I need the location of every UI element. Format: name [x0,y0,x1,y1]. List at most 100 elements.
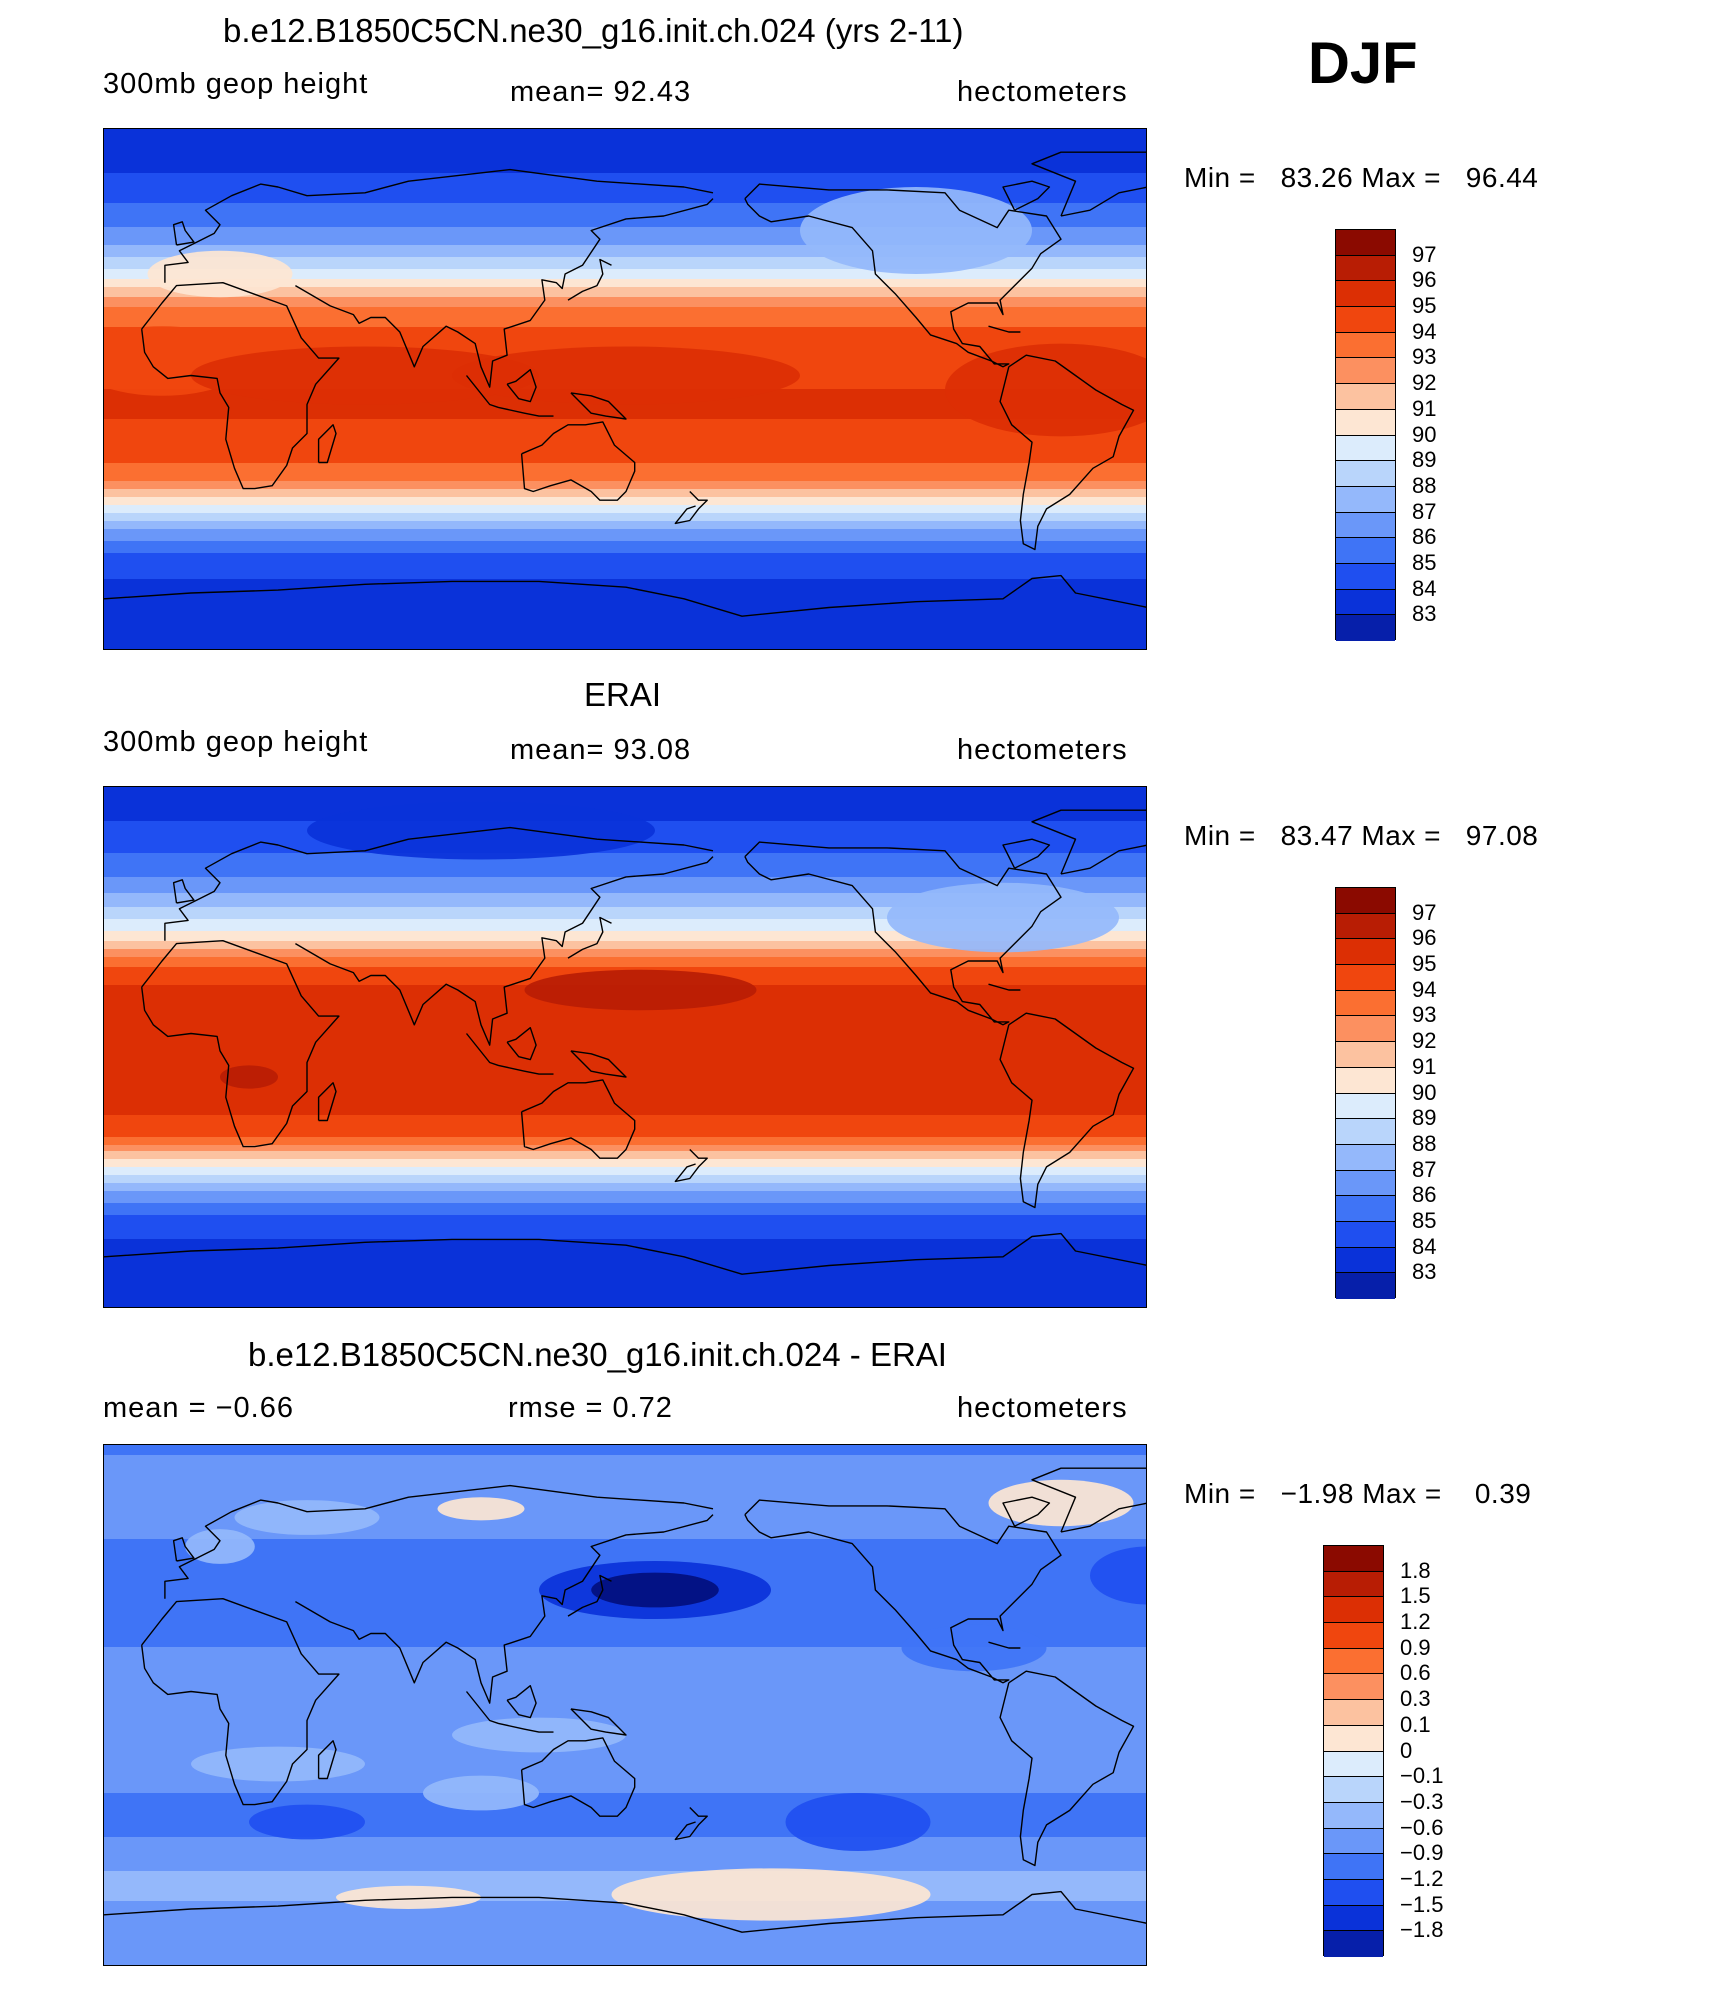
colorbar-swatches [1323,1545,1384,1957]
colorbar-swatch [1336,512,1395,539]
colorbar-swatch [1324,1623,1383,1649]
colorbar-tick-label: −1.8 [1400,1917,1444,1943]
colorbar-swatch [1336,1144,1395,1171]
colorbar-swatch [1336,281,1395,308]
colorbar-tick-label: 0 [1400,1737,1413,1763]
colorbar-swatch [1336,1221,1395,1248]
colorbar-swatch [1324,1648,1383,1675]
colorbar-tick-label: 93 [1412,344,1437,370]
colorbar-swatch [1336,307,1395,333]
colorbar-swatch [1336,1119,1395,1145]
colorbar-tick-label: 91 [1412,1053,1437,1079]
panel-3-map [103,1444,1147,1966]
colorbar-swatch [1324,1571,1383,1598]
colorbar-tick-label: 88 [1412,1130,1437,1156]
colorbar-tick-label: 92 [1412,1028,1437,1054]
colorbar-swatch [1336,1273,1395,1299]
colorbar-tick-label: 0.9 [1400,1634,1431,1660]
colorbar-swatch [1336,538,1395,564]
colorbar-swatch [1324,1546,1383,1572]
panel-2-map [103,786,1147,1308]
colorbar-tick-label: 86 [1412,1182,1437,1208]
colorbar-tick-label: 88 [1412,472,1437,498]
panel-1-units-label: hectometers [957,76,1128,108]
colorbar-tick-label: −0.1 [1400,1763,1444,1789]
panel-1-mean-label: mean= 92.43 [510,76,692,108]
panel-3-title: b.e12.B1850C5CN.ne30_g16.init.ch.024 - E… [248,1336,947,1373]
panel-3-contour-map [104,1445,1146,1965]
colorbar-tick-label: 96 [1412,925,1437,951]
colorbar-tick-label: 87 [1412,1156,1437,1182]
colorbar-tick-label: 91 [1412,395,1437,421]
colorbar-tick-label: 95 [1412,293,1437,319]
colorbar-tick-label: 83 [1412,601,1437,627]
colorbar-swatch [1324,1597,1383,1624]
colorbar-swatch [1324,1854,1383,1880]
colorbar-swatch [1324,1879,1383,1906]
colorbar-swatch [1336,1067,1395,1094]
colorbar-swatch [1324,1725,1383,1752]
colorbar-swatch [1324,1828,1383,1855]
colorbar-tick-label: −1.2 [1400,1865,1444,1891]
panel-2-minmax: Min = 83.47 Max = 97.08 [1184,820,1539,851]
colorbar-swatches [1335,887,1396,1299]
colorbar-tick-label: 1.5 [1400,1583,1431,1609]
colorbar-swatch [1336,913,1395,940]
colorbar-swatch [1336,1042,1395,1068]
colorbar-swatch [1336,255,1395,282]
panel-2-contour-map [104,787,1146,1307]
colorbar-swatch [1336,1247,1395,1274]
colorbar-tick-label: 83 [1412,1259,1437,1285]
colorbar-swatch [1336,965,1395,991]
panel-1-title: b.e12.B1850C5CN.ne30_g16.init.ch.024 (yr… [223,12,964,49]
colorbar-swatch [1324,1777,1383,1803]
colorbar-tick-label: 95 [1412,951,1437,977]
colorbar-swatch [1336,461,1395,487]
colorbar-swatch [1324,1802,1383,1829]
colorbar-swatch [1336,1170,1395,1197]
panel-3-mean-label: mean = −0.66 [103,1392,294,1424]
colorbar-swatch [1336,409,1395,436]
panel-2-mean-label: mean= 93.08 [510,734,692,766]
colorbar-tick-label: −0.6 [1400,1814,1444,1840]
colorbar-tick-label: 0.6 [1400,1660,1431,1686]
colorbar-swatch [1336,358,1395,385]
panel-1-contour-map [104,129,1146,649]
colorbar-swatch [1336,1196,1395,1222]
colorbar-swatch [1336,615,1395,641]
colorbar-tick-label: 85 [1412,1207,1437,1233]
colorbar-tick-label: 94 [1412,318,1437,344]
colorbar-tick-label: 96 [1412,267,1437,293]
colorbar-tick-label: 92 [1412,370,1437,396]
season-label: DJF [1308,31,1418,96]
panel-2-title: ERAI [584,676,662,713]
panel-3-rmse-label: rmse = 0.72 [508,1392,673,1424]
colorbar-swatch [1324,1931,1383,1957]
colorbar-swatches [1335,229,1396,641]
colorbar-swatch [1336,888,1395,914]
panel-3-minmax: Min = −1.98 Max = 0.39 [1184,1478,1532,1509]
colorbar-swatch [1324,1700,1383,1726]
colorbar-swatch [1324,1674,1383,1701]
colorbar-tick-label: 89 [1412,1105,1437,1131]
panel-2-variable-label: 300mb geop height [103,726,369,758]
colorbar-tick-label: 93 [1412,1002,1437,1028]
panel-1-variable-label: 300mb geop height [103,68,369,100]
colorbar-tick-label: 84 [1412,575,1437,601]
colorbar-tick-label: 0.1 [1400,1711,1431,1737]
colorbar-swatch [1324,1751,1383,1778]
colorbar-swatch [1336,384,1395,410]
panel-3-units-label: hectometers [957,1392,1128,1424]
colorbar-tick-label: 1.2 [1400,1609,1431,1635]
panel-1-map [103,128,1147,650]
colorbar-swatch [1324,1905,1383,1932]
colorbar-tick-label: 1.8 [1400,1557,1431,1583]
colorbar-tick-label: 90 [1412,1079,1437,1105]
colorbar-tick-label: −0.3 [1400,1788,1444,1814]
colorbar-tick-label: −0.9 [1400,1840,1444,1866]
colorbar-tick-label: 97 [1412,899,1437,925]
colorbar-tick-label: −1.5 [1400,1891,1444,1917]
colorbar-tick-label: 0.3 [1400,1686,1431,1712]
colorbar-tick-label: 86 [1412,524,1437,550]
colorbar-tick-label: 89 [1412,447,1437,473]
